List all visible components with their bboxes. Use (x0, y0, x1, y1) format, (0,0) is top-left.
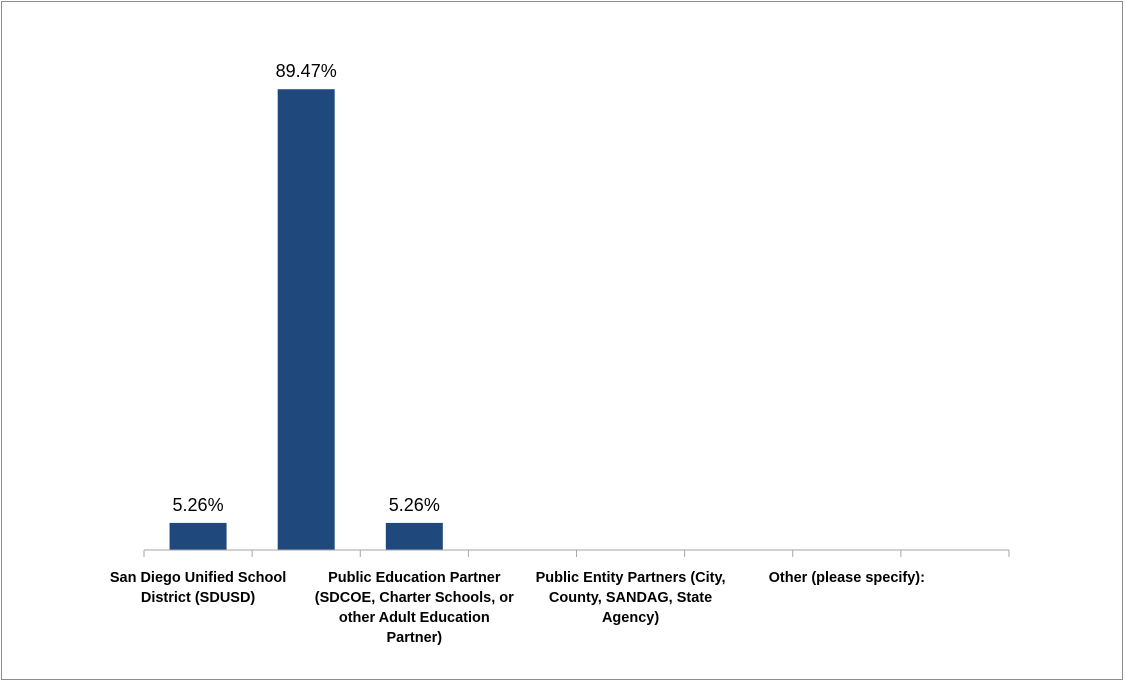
bars-layer (169, 89, 443, 551)
x-tick-label-line: Partner) (386, 630, 443, 646)
x-tick-label-3: Public Entity Partners (City, County, SAN… (511, 568, 751, 628)
bar-2 (277, 89, 335, 551)
x-tick-label-line: other Adult Education (338, 610, 490, 626)
x-tick-label-line: Agency) (601, 610, 660, 626)
data-labels-layer: 5.26% 89.47% 5.26% (173, 61, 440, 515)
bar-3 (385, 522, 443, 550)
x-axis (143, 549, 1010, 557)
x-tick-label-4: Other (please specify): (727, 568, 967, 588)
x-tick-label-line: Other (please specify): (768, 570, 925, 586)
x-tick-label-line: District (SDUSD) (140, 590, 256, 606)
x-tick-label-1: San Diego Unified School District (SDUSD) (78, 568, 318, 608)
data-label-1: 5.26% (173, 495, 224, 515)
x-tick-label-line: (SDCOE, Charter Schools, or (314, 590, 514, 606)
data-label-2: 89.47% (276, 61, 337, 81)
x-tick-label-line: Public Education Partner (328, 570, 501, 586)
bar-1 (169, 522, 227, 550)
data-label-3: 5.26% (389, 495, 440, 515)
x-tick-label-2: Public Education Partner (SDCOE, Charter … (294, 568, 534, 648)
x-tick-label-line: San Diego Unified School (109, 570, 287, 586)
x-tick-label-line: Public Entity Partners (City, (535, 570, 726, 586)
x-tick-label-line: County, SANDAG, State (548, 590, 713, 606)
